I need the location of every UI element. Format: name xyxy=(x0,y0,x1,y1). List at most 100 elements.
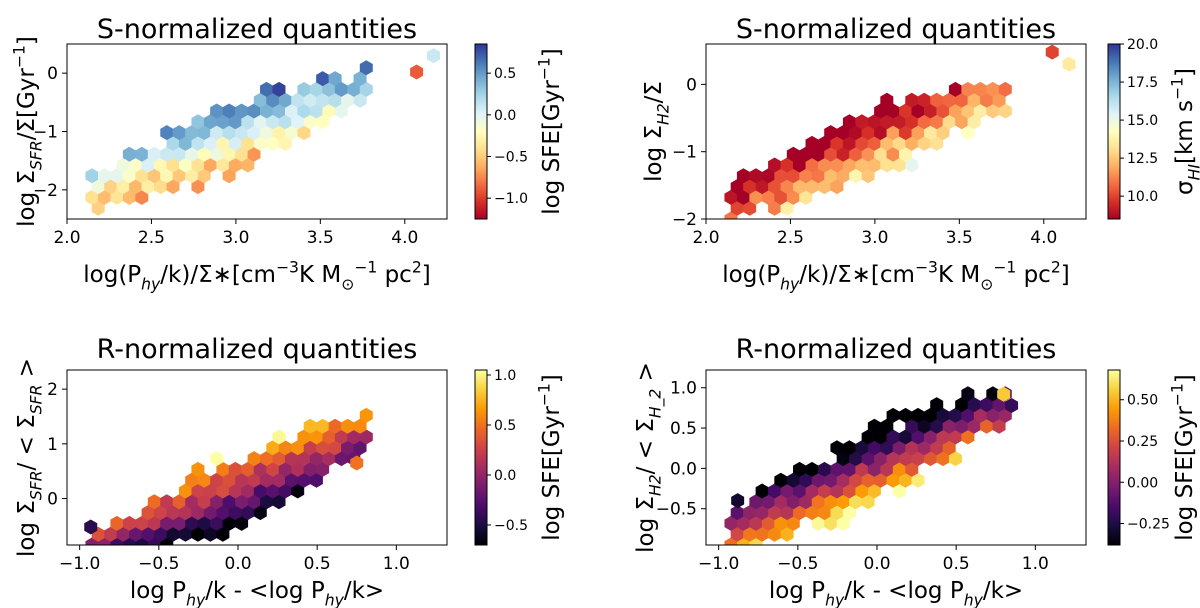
hex-cell xyxy=(203,526,217,542)
hex-cell xyxy=(260,451,274,467)
hexbin-cells xyxy=(84,407,373,545)
hex-cell xyxy=(936,125,950,141)
hex-cell xyxy=(284,103,298,119)
hex-cell xyxy=(185,168,199,184)
colorbar-tick-label: 0.0 xyxy=(494,468,516,484)
hex-cell xyxy=(830,157,844,173)
hex-cell xyxy=(122,515,136,531)
x-axis-label: log Phy/k - <log Phy/k> xyxy=(769,578,1023,608)
hex-cell xyxy=(867,114,881,130)
hex-cell xyxy=(235,103,249,119)
hex-cell xyxy=(855,440,869,456)
colorbar-tick-label: 1.0 xyxy=(494,368,516,384)
hex-cell xyxy=(203,483,217,499)
y-axis-label: log ΣSFR/Σ[Gyr−1] xyxy=(10,36,45,227)
hex-cell xyxy=(849,146,863,162)
hex-cell xyxy=(129,526,143,542)
hex-cell xyxy=(917,418,931,434)
y-axis-label: log ΣSFR/ < ΣSFR > xyxy=(14,358,45,557)
hex-cell xyxy=(830,483,844,499)
x-tick-label: 3.0 xyxy=(861,228,888,248)
hex-cell xyxy=(147,168,161,184)
hex-cell xyxy=(892,461,906,477)
hex-cell xyxy=(867,440,881,456)
hex-cell xyxy=(805,461,819,477)
hex-cell xyxy=(216,135,230,151)
hex-cell xyxy=(874,472,888,488)
x-tick-label: 4.0 xyxy=(1030,228,1057,248)
hex-cell-outlier xyxy=(1005,397,1019,413)
hex-cell xyxy=(129,157,143,173)
hex-cell xyxy=(830,461,844,477)
hex-cell xyxy=(849,472,863,488)
hex-cell xyxy=(147,146,161,162)
colorbar-tick-label: 0.25 xyxy=(1127,434,1158,450)
hex-cell xyxy=(874,429,888,445)
hex-cell xyxy=(811,168,825,184)
hex-cell xyxy=(980,418,994,434)
hex-cell xyxy=(892,135,906,151)
hex-cell xyxy=(235,494,249,510)
hex-cell xyxy=(247,472,261,488)
x-tick-label: 2.0 xyxy=(692,228,719,248)
hex-cell xyxy=(203,114,217,130)
hex-cell xyxy=(780,483,794,499)
hex-cell xyxy=(328,92,342,108)
hex-cell xyxy=(986,407,1000,423)
hex-cell xyxy=(122,168,136,184)
hex-cell xyxy=(359,60,373,76)
y-tick-label: 0 xyxy=(686,75,697,95)
hex-cell xyxy=(272,451,286,467)
hex-cell xyxy=(842,114,856,130)
hex-cell xyxy=(160,125,174,141)
hex-cell xyxy=(266,461,280,477)
hex-cell xyxy=(905,461,919,477)
x-tick-label: 4.0 xyxy=(391,228,418,248)
hex-cell xyxy=(793,157,807,173)
hex-cell xyxy=(799,494,813,510)
panel-1: 2.0 2.5 3.0 3.5 4.0 0 −1 −2 S-normalized quantit… xyxy=(10,14,565,293)
hex-cell xyxy=(297,81,311,97)
y-tick-label: −2 xyxy=(33,181,58,201)
hex-cell xyxy=(811,515,825,531)
hex-cell xyxy=(799,146,813,162)
hex-cell xyxy=(303,92,317,108)
x-tick-label: 3.0 xyxy=(222,228,249,248)
colorbar-tick-label: −0.25 xyxy=(1127,517,1170,533)
hex-cell xyxy=(786,168,800,184)
hex-cell xyxy=(316,71,330,87)
hex-cell xyxy=(936,429,950,445)
hex-cell xyxy=(774,494,788,510)
hex-cell xyxy=(886,472,900,488)
hex-cell xyxy=(272,125,286,141)
hex-cell xyxy=(141,526,155,542)
x-tick-label: 2.0 xyxy=(53,228,80,248)
hex-cell xyxy=(874,103,888,119)
hex-cell xyxy=(811,494,825,510)
hex-cell xyxy=(203,135,217,151)
hex-cell xyxy=(272,494,286,510)
hex-cell xyxy=(166,157,180,173)
hex-cell xyxy=(116,526,130,542)
hex-cell xyxy=(905,440,919,456)
hex-cell xyxy=(861,146,875,162)
hex-cell xyxy=(948,81,962,97)
hexbin-cells xyxy=(724,386,1019,545)
hex-cell xyxy=(341,418,355,434)
hex-cell xyxy=(104,179,118,195)
hex-cell xyxy=(303,114,317,130)
hex-cell xyxy=(297,429,311,445)
hex-cell xyxy=(241,157,255,173)
hex-cell xyxy=(278,440,292,456)
hex-cell xyxy=(899,407,913,423)
hex-cell xyxy=(743,200,757,216)
hex-cell xyxy=(147,515,161,531)
hex-cell xyxy=(266,483,280,499)
hex-cell xyxy=(141,179,155,195)
hex-cell xyxy=(316,461,330,477)
hex-cell xyxy=(824,146,838,162)
hex-cell xyxy=(961,386,975,402)
x-tick-label: 1.0 xyxy=(1022,554,1049,574)
hex-cell xyxy=(961,429,975,445)
